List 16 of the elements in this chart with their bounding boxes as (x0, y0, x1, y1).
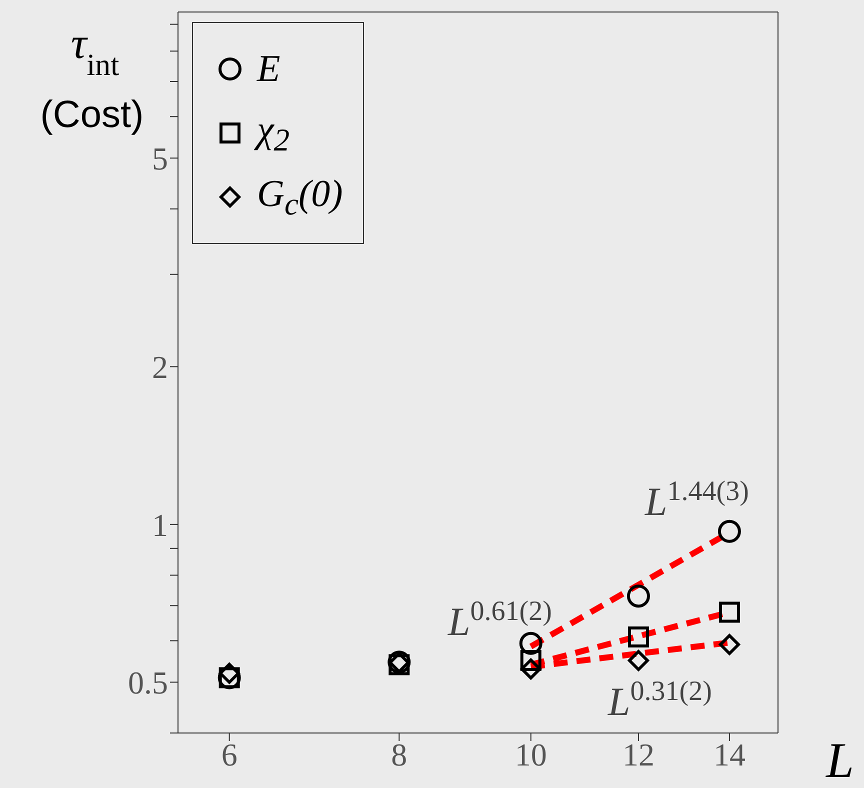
x-axis-title: L (825, 732, 854, 788)
x-tick-label: 10 (514, 736, 547, 773)
y-tick-label: 2 (152, 349, 168, 386)
y-tick-label: 1 (152, 506, 168, 543)
x-tick-label: 14 (713, 736, 746, 773)
y-tick-label: 5 (152, 140, 168, 176)
legend-label: G$_{c}$(0) (257, 172, 343, 222)
y-tick-label: 0.5 (128, 664, 168, 701)
y-axis-title: τ$_{int}$ (Cost) (40, 19, 144, 136)
x-tick-label: 12 (622, 736, 654, 773)
annotation: L$^{1.44(3)}$ (644, 476, 749, 524)
annotation: L$^{0.31(2)}$ (607, 676, 712, 724)
annotation: L$^{0.61(2)}$ (447, 596, 552, 644)
legend-label: E (257, 47, 280, 91)
x-tick-label: 6 (221, 736, 238, 773)
x-tick-label: 8 (391, 736, 408, 773)
